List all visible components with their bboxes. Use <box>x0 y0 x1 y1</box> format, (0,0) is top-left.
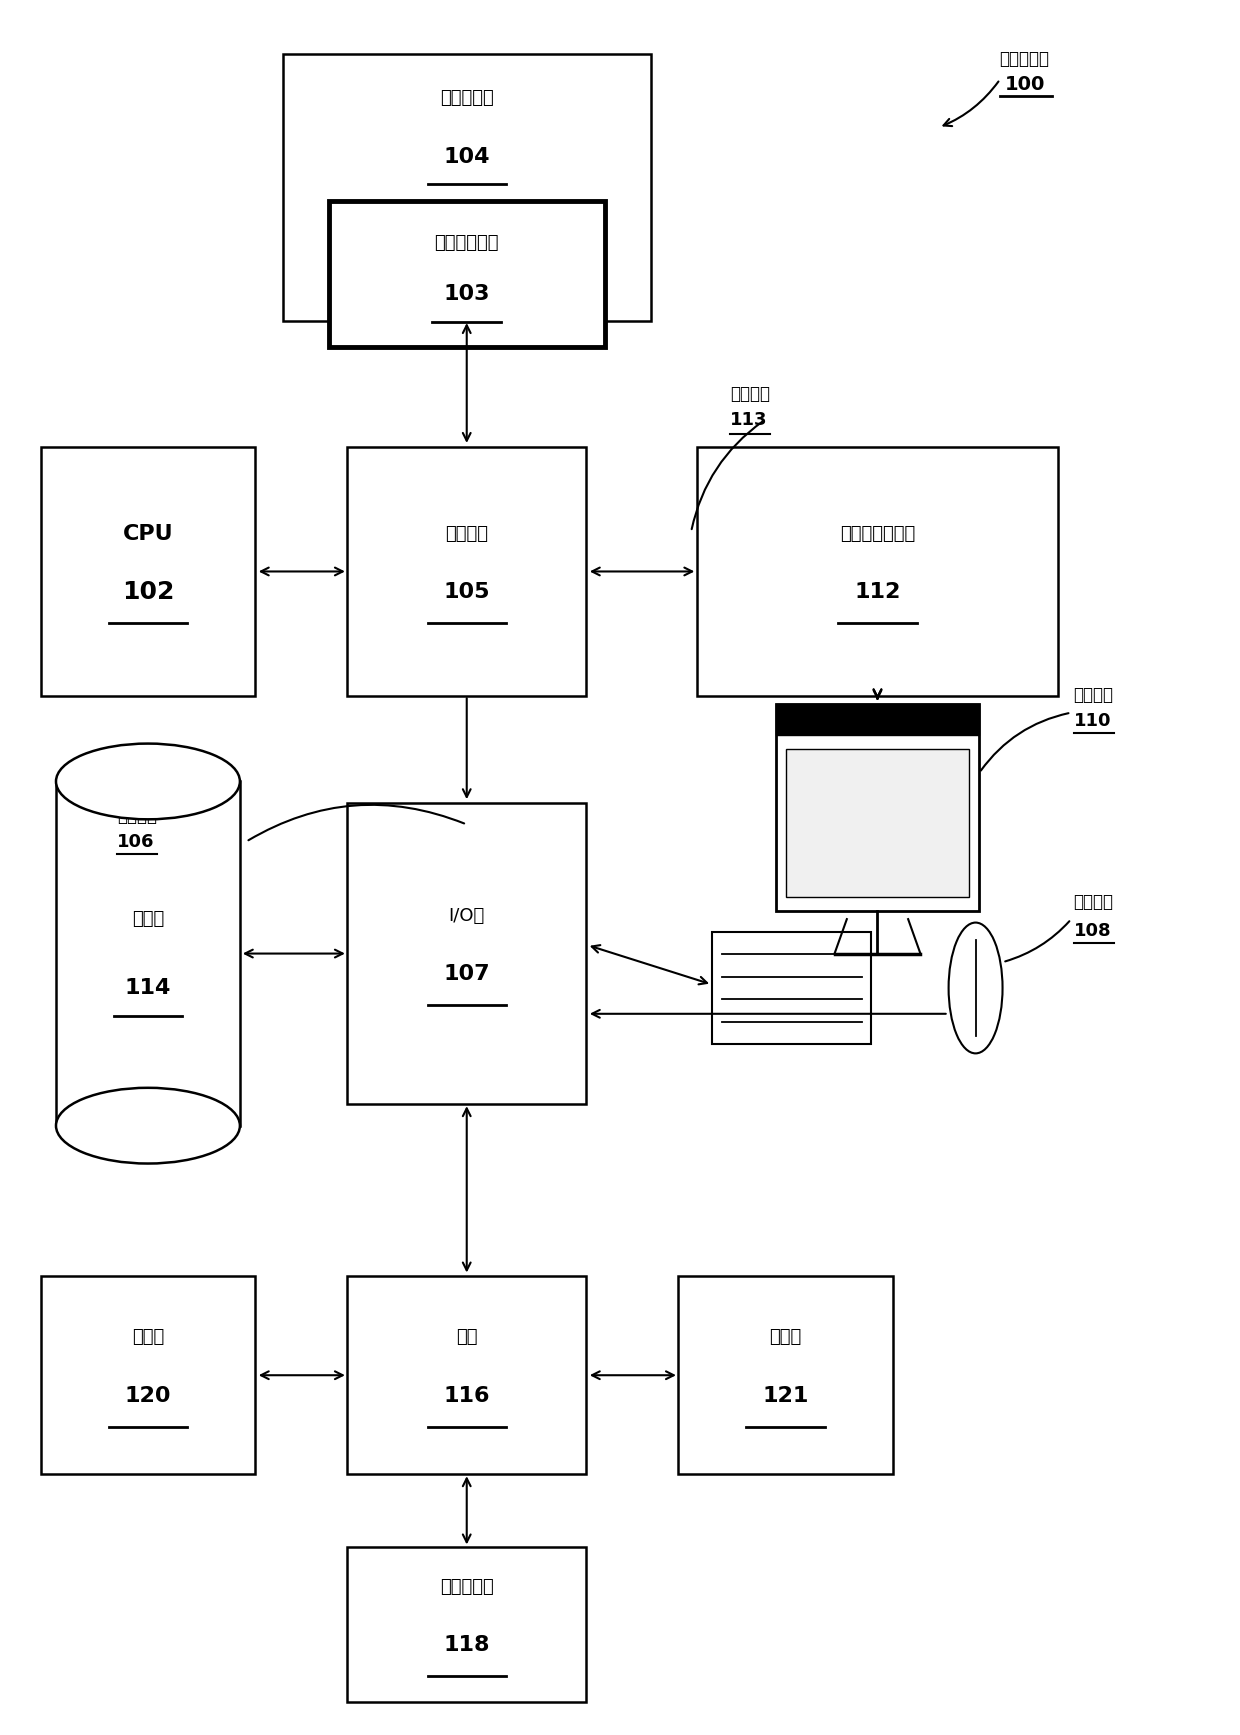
Text: 108: 108 <box>1074 923 1111 940</box>
Text: 显示设备: 显示设备 <box>1074 687 1114 704</box>
Text: 112: 112 <box>854 583 900 602</box>
Text: 120: 120 <box>125 1386 171 1405</box>
Text: 121: 121 <box>763 1386 808 1405</box>
Bar <box>329 201 605 347</box>
Text: 设备驱动程序: 设备驱动程序 <box>434 234 498 252</box>
Text: 系统盘: 系统盘 <box>131 911 164 928</box>
Bar <box>347 446 587 696</box>
Text: 102: 102 <box>122 579 174 604</box>
Bar <box>678 1277 893 1475</box>
Text: 存储器桥: 存储器桥 <box>445 524 489 543</box>
Text: 100: 100 <box>1004 75 1045 94</box>
Text: 114: 114 <box>125 979 171 998</box>
Text: 113: 113 <box>730 411 768 429</box>
Ellipse shape <box>949 923 1003 1053</box>
Ellipse shape <box>56 744 239 819</box>
Bar <box>41 1277 255 1475</box>
Text: 网络适配器: 网络适配器 <box>440 1577 494 1596</box>
Bar <box>786 750 968 897</box>
Text: 106: 106 <box>118 833 155 850</box>
Text: 110: 110 <box>1074 711 1111 730</box>
Text: 并行处理子系统: 并行处理子系统 <box>839 524 915 543</box>
Bar <box>347 1548 587 1702</box>
Text: 107: 107 <box>444 965 490 984</box>
Bar <box>41 446 255 696</box>
Text: 外插卡: 外插卡 <box>131 1329 164 1346</box>
Text: 105: 105 <box>444 583 490 602</box>
Text: 外插卡: 外插卡 <box>769 1329 801 1346</box>
Text: 开关: 开关 <box>456 1329 477 1346</box>
Text: 通信路径: 通信路径 <box>730 385 770 403</box>
Text: CPU: CPU <box>123 524 174 543</box>
Bar <box>283 54 651 321</box>
Text: 通信路径: 通信路径 <box>118 807 157 824</box>
Bar <box>712 932 872 1044</box>
Text: 计算机系统: 计算机系统 <box>999 50 1049 68</box>
Text: I/O桥: I/O桥 <box>449 907 485 925</box>
Ellipse shape <box>56 1088 239 1164</box>
Text: 104: 104 <box>444 147 490 167</box>
Text: 116: 116 <box>444 1386 490 1405</box>
Text: 输入设备: 输入设备 <box>1074 894 1114 911</box>
Bar <box>347 1277 587 1475</box>
Bar <box>347 803 587 1103</box>
Text: 118: 118 <box>444 1636 490 1655</box>
Bar <box>697 446 1058 696</box>
Text: 系统存储器: 系统存储器 <box>440 88 494 108</box>
Text: 103: 103 <box>444 285 490 304</box>
Bar <box>776 704 978 911</box>
